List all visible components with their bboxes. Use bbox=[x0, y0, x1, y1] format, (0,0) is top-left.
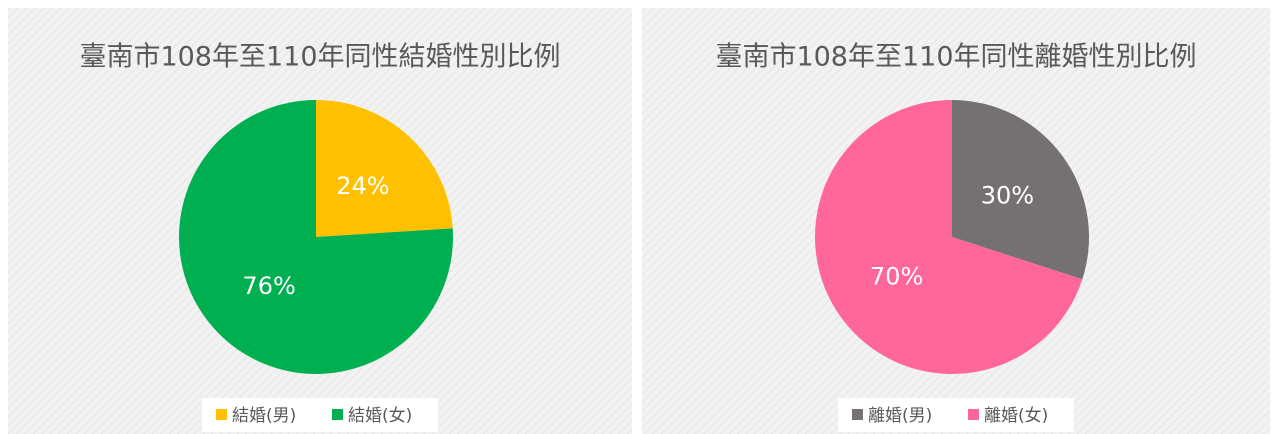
legend-label: 離婚(男) bbox=[868, 406, 932, 426]
chart-title: 臺南市108年至110年同性結婚性別比例 bbox=[79, 42, 560, 73]
legend-swatch bbox=[968, 409, 979, 420]
legend-box bbox=[838, 398, 1074, 432]
chart-title: 臺南市108年至110年同性離婚性別比例 bbox=[715, 42, 1196, 73]
legend-swatch bbox=[852, 409, 863, 420]
legend-label: 結婚(男) bbox=[232, 406, 296, 426]
chart-panel: 臺南市108年至110年同性離婚性別比例 30% 70% 離婚(男) 離婚(女) bbox=[642, 8, 1270, 434]
pie-slice bbox=[179, 100, 454, 374]
legend-label: 離婚(女) bbox=[984, 406, 1048, 426]
chart-panel: 臺南市108年至110年同性結婚性別比例 24% 76% 結婚(男) 結婚(女) bbox=[8, 8, 632, 434]
pie-slice bbox=[316, 100, 453, 237]
legend-swatch bbox=[216, 409, 227, 420]
data-label: 76% bbox=[242, 272, 295, 300]
data-label: 70% bbox=[870, 262, 923, 290]
legend-label: 結婚(女) bbox=[348, 406, 412, 426]
data-label: 24% bbox=[336, 172, 389, 200]
legend-box bbox=[202, 398, 438, 432]
legend-swatch bbox=[332, 409, 343, 420]
pie-slice bbox=[952, 100, 1090, 280]
data-label: 30% bbox=[981, 182, 1034, 210]
pie-slice bbox=[815, 100, 1083, 374]
legend: 離婚(男) 離婚(女) bbox=[838, 398, 1074, 432]
legend: 結婚(男) 結婚(女) bbox=[202, 398, 438, 432]
